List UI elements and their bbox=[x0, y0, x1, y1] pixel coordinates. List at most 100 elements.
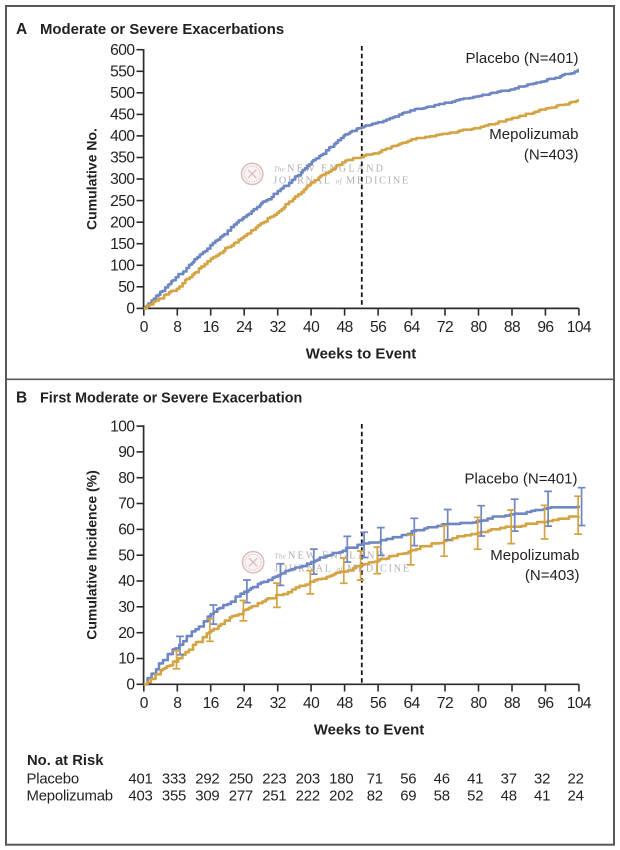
svg-text:250: 250 bbox=[110, 193, 135, 210]
svg-text:A: A bbox=[16, 21, 27, 38]
svg-text:24: 24 bbox=[236, 695, 253, 712]
svg-text:46: 46 bbox=[434, 772, 450, 788]
svg-text:69: 69 bbox=[400, 788, 416, 804]
svg-text:Moderate or Severe Exacerbatio: Moderate or Severe Exacerbations bbox=[40, 22, 284, 38]
svg-text:403: 403 bbox=[128, 788, 152, 804]
svg-text:Placebo: Placebo bbox=[27, 772, 79, 788]
svg-text:355: 355 bbox=[162, 788, 186, 804]
svg-text:B: B bbox=[16, 390, 27, 407]
svg-text:20: 20 bbox=[118, 625, 135, 642]
svg-text:40: 40 bbox=[118, 573, 135, 590]
svg-text:400: 400 bbox=[110, 128, 135, 145]
svg-text:Placebo (N=401): Placebo (N=401) bbox=[466, 50, 579, 67]
svg-text:500: 500 bbox=[110, 85, 135, 102]
svg-text:0: 0 bbox=[126, 677, 135, 694]
svg-text:(N=403): (N=403) bbox=[525, 567, 580, 584]
svg-text:90: 90 bbox=[118, 444, 135, 461]
svg-text:48: 48 bbox=[337, 695, 353, 712]
svg-text:First Moderate or Severe Exace: First Moderate or Severe Exacerbation bbox=[40, 391, 302, 407]
svg-text:250: 250 bbox=[229, 772, 253, 788]
svg-text:100: 100 bbox=[110, 258, 135, 275]
svg-text:No. at Risk: No. at Risk bbox=[27, 753, 104, 769]
svg-text:300: 300 bbox=[110, 171, 135, 188]
svg-text:56: 56 bbox=[400, 772, 416, 788]
svg-text:401: 401 bbox=[128, 772, 152, 788]
svg-text:550: 550 bbox=[110, 64, 135, 81]
svg-text:The NEW ENGLAND: The NEW ENGLAND bbox=[274, 164, 385, 175]
svg-text:88: 88 bbox=[504, 695, 520, 712]
svg-text:Weeks to Event: Weeks to Event bbox=[314, 722, 425, 739]
svg-text:22: 22 bbox=[568, 772, 584, 788]
svg-text:88: 88 bbox=[504, 319, 520, 336]
svg-text:41: 41 bbox=[467, 772, 483, 788]
svg-text:70: 70 bbox=[118, 496, 135, 513]
svg-text:52: 52 bbox=[467, 788, 483, 804]
svg-text:72: 72 bbox=[437, 319, 453, 336]
svg-text:309: 309 bbox=[195, 788, 219, 804]
svg-text:Mepolizumab: Mepolizumab bbox=[27, 788, 113, 804]
svg-text:(N=403): (N=403) bbox=[524, 147, 579, 164]
svg-text:64: 64 bbox=[404, 695, 421, 712]
svg-text:450: 450 bbox=[110, 107, 135, 124]
svg-text:Cumulative Incidence (%): Cumulative Incidence (%) bbox=[84, 470, 100, 640]
svg-text:203: 203 bbox=[296, 772, 320, 788]
svg-text:40: 40 bbox=[303, 695, 320, 712]
svg-text:24: 24 bbox=[568, 788, 584, 804]
svg-text:71: 71 bbox=[367, 772, 383, 788]
svg-text:30: 30 bbox=[118, 599, 135, 616]
svg-text:32: 32 bbox=[270, 319, 286, 336]
svg-text:24: 24 bbox=[236, 319, 253, 336]
svg-text:Placebo (N=401): Placebo (N=401) bbox=[465, 470, 578, 487]
svg-text:8: 8 bbox=[173, 319, 181, 336]
svg-text:277: 277 bbox=[229, 788, 253, 804]
svg-text:96: 96 bbox=[537, 319, 553, 336]
svg-text:0: 0 bbox=[126, 301, 135, 318]
svg-text:Mepolizumab: Mepolizumab bbox=[490, 547, 579, 564]
svg-text:48: 48 bbox=[501, 788, 517, 804]
svg-text:Cumulative No.: Cumulative No. bbox=[84, 128, 100, 230]
svg-text:Weeks to Event: Weeks to Event bbox=[306, 345, 417, 362]
svg-text:48: 48 bbox=[337, 319, 353, 336]
svg-text:333: 333 bbox=[162, 772, 186, 788]
svg-text:56: 56 bbox=[370, 695, 386, 712]
svg-text:104: 104 bbox=[567, 695, 592, 712]
svg-text:80: 80 bbox=[118, 470, 135, 487]
svg-text:100: 100 bbox=[110, 418, 135, 435]
svg-text:82: 82 bbox=[367, 788, 383, 804]
svg-text:40: 40 bbox=[303, 319, 320, 336]
svg-text:37: 37 bbox=[501, 772, 517, 788]
svg-text:16: 16 bbox=[203, 319, 219, 336]
svg-text:104: 104 bbox=[567, 319, 592, 336]
svg-text:200: 200 bbox=[110, 214, 135, 231]
svg-text:8: 8 bbox=[173, 695, 181, 712]
svg-text:350: 350 bbox=[110, 150, 135, 167]
svg-text:32: 32 bbox=[270, 695, 286, 712]
svg-text:80: 80 bbox=[470, 695, 487, 712]
svg-text:600: 600 bbox=[110, 42, 135, 59]
svg-text:32: 32 bbox=[534, 772, 550, 788]
svg-text:202: 202 bbox=[329, 788, 353, 804]
svg-text:80: 80 bbox=[470, 319, 487, 336]
svg-text:223: 223 bbox=[262, 772, 286, 788]
svg-text:222: 222 bbox=[296, 788, 320, 804]
svg-text:150: 150 bbox=[110, 236, 135, 253]
svg-text:JOURNAL of MEDICINE: JOURNAL of MEDICINE bbox=[274, 564, 411, 575]
svg-text:JOURNAL of MEDICINE: JOURNAL of MEDICINE bbox=[273, 176, 410, 187]
svg-text:50: 50 bbox=[118, 547, 135, 564]
svg-text:Mepolizumab: Mepolizumab bbox=[489, 126, 578, 143]
svg-text:56: 56 bbox=[370, 319, 386, 336]
svg-text:292: 292 bbox=[195, 772, 219, 788]
svg-text:96: 96 bbox=[537, 695, 553, 712]
svg-text:251: 251 bbox=[262, 788, 286, 804]
svg-text:60: 60 bbox=[118, 522, 135, 539]
svg-text:58: 58 bbox=[434, 788, 450, 804]
svg-text:72: 72 bbox=[437, 695, 453, 712]
svg-text:64: 64 bbox=[404, 319, 421, 336]
svg-text:10: 10 bbox=[118, 651, 135, 668]
svg-text:0: 0 bbox=[140, 319, 149, 336]
svg-text:0: 0 bbox=[140, 695, 149, 712]
svg-text:50: 50 bbox=[118, 279, 135, 296]
svg-text:16: 16 bbox=[203, 695, 219, 712]
svg-text:41: 41 bbox=[534, 788, 550, 804]
svg-text:180: 180 bbox=[329, 772, 353, 788]
